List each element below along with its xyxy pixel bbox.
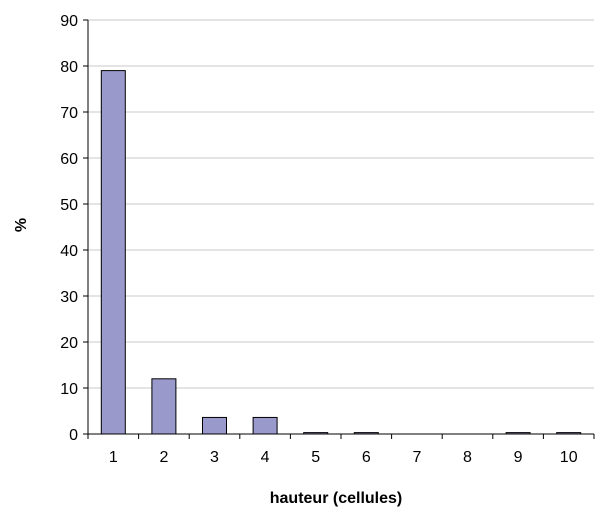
- y-tick-label-5: 50: [60, 197, 78, 214]
- x-tick-label-2: 2: [159, 449, 168, 466]
- y-tick-label-9: 90: [60, 13, 78, 30]
- y-tick-label-7: 70: [60, 105, 78, 122]
- y-tick-label-3: 30: [60, 289, 78, 306]
- x-axis-title: hauteur (cellules): [270, 490, 402, 507]
- y-tick-label-1: 10: [60, 381, 78, 398]
- axis-layer: [83, 19, 595, 439]
- label-layer: 0 10 20 30 40 50 60 70 80 90 1 2 3 4 5 6 7 8 9 10: [60, 13, 577, 466]
- x-tick-label-9: 9: [514, 449, 523, 466]
- bar-3: [202, 416, 227, 435]
- x-tick-label-7: 7: [412, 449, 421, 466]
- x-tick-label-4: 4: [261, 449, 270, 466]
- bar-layer: [100, 70, 582, 435]
- grid-layer: [88, 19, 594, 389]
- y-tick-label-4: 40: [60, 243, 78, 260]
- y-tick-label-6: 60: [60, 151, 78, 168]
- y-axis-title: %: [13, 218, 30, 232]
- x-tick-label-10: 10: [560, 449, 578, 466]
- bar-2: [151, 378, 177, 435]
- x-tick-label-6: 6: [362, 449, 371, 466]
- x-tick-label-3: 3: [210, 449, 219, 466]
- y-tick-label-2: 20: [60, 335, 78, 352]
- y-tick-label-8: 80: [60, 59, 78, 76]
- x-tick-label-1: 1: [109, 449, 118, 466]
- x-tick-label-5: 5: [311, 449, 320, 466]
- bar-1: [100, 70, 126, 435]
- bar-4: [252, 416, 278, 435]
- y-tick-label-0: 0: [69, 427, 78, 444]
- x-tick-label-8: 8: [463, 449, 472, 466]
